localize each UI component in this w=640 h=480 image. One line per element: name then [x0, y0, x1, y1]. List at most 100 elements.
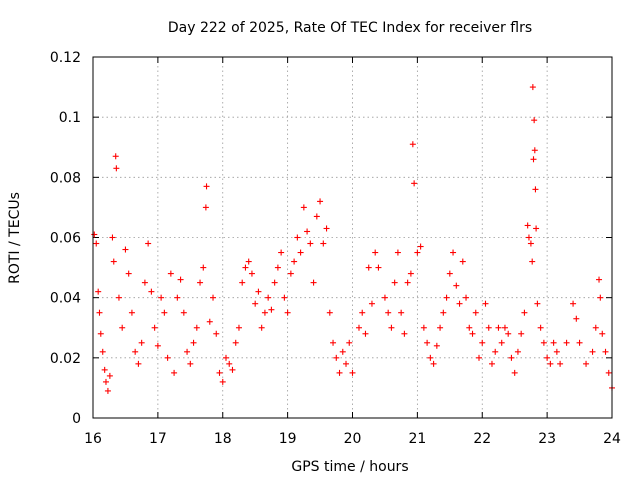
data-point-0-2	[95, 288, 102, 295]
x-tick-label-6: 22	[473, 431, 491, 447]
data-point-0-55	[245, 258, 252, 265]
data-point-0-167	[599, 330, 606, 337]
data-point-0-130	[492, 348, 499, 355]
data-point-0-49	[226, 360, 233, 367]
data-point-0-81	[330, 339, 337, 346]
data-point-0-65	[278, 249, 285, 256]
data-point-0-117	[450, 249, 457, 256]
data-point-0-33	[177, 276, 184, 283]
data-point-0-51	[232, 339, 239, 346]
y-tick-label-4: 0.08	[50, 170, 81, 186]
data-point-0-86	[346, 339, 353, 346]
data-point-0-129	[488, 360, 495, 367]
data-point-0-24	[148, 288, 155, 295]
data-point-0-59	[258, 324, 265, 331]
data-point-0-109	[424, 339, 431, 346]
data-point-0-131	[495, 324, 502, 331]
data-point-0-26	[154, 342, 161, 349]
data-point-0-93	[372, 249, 379, 256]
data-point-0-126	[479, 339, 486, 346]
data-point-0-160	[573, 315, 580, 322]
data-point-0-84	[339, 348, 346, 355]
data-point-0-112	[433, 342, 440, 349]
data-point-0-141	[525, 234, 532, 241]
data-point-0-90	[362, 330, 369, 337]
data-point-0-72	[300, 204, 307, 211]
data-point-0-142	[527, 240, 534, 247]
data-point-0-53	[239, 279, 246, 286]
data-point-0-83	[336, 369, 343, 376]
data-point-0-104	[409, 141, 416, 148]
data-point-0-69	[291, 258, 298, 265]
axis-ticks: 16 17 18 19 20 21 22 23 24 0 0.02 0.04 0.06 0.08 0.1 0.…	[50, 50, 621, 447]
data-point-0-145	[531, 117, 538, 124]
data-point-0-70	[294, 234, 301, 241]
data-point-0-150	[534, 300, 541, 307]
plot-area-border	[92, 56, 613, 419]
data-point-0-28	[161, 309, 168, 316]
data-point-0-114	[440, 309, 447, 316]
data-point-0-54	[242, 264, 249, 271]
data-point-0-88	[355, 324, 362, 331]
data-point-0-14	[115, 294, 122, 301]
data-point-0-94	[375, 264, 382, 271]
data-point-0-16	[122, 246, 129, 253]
data-point-0-159	[570, 300, 577, 307]
data-point-0-39	[197, 279, 204, 286]
data-point-0-38	[193, 324, 200, 331]
data-point-0-96	[385, 309, 392, 316]
x-tick-label-0: 16	[84, 431, 102, 447]
data-point-0-76	[313, 213, 320, 220]
data-point-0-5	[99, 348, 106, 355]
data-point-0-30	[167, 270, 174, 277]
data-point-0-45	[213, 330, 220, 337]
data-point-0-41	[203, 183, 210, 190]
data-point-0-0	[91, 231, 98, 238]
data-point-0-10	[109, 234, 116, 241]
data-point-0-23	[145, 240, 152, 247]
data-point-0-22	[141, 279, 148, 286]
data-point-0-125	[476, 354, 483, 361]
data-point-0-156	[553, 348, 560, 355]
data-point-0-68	[287, 270, 294, 277]
data-point-0-99	[394, 249, 401, 256]
data-point-0-139	[521, 309, 528, 316]
data-point-0-67	[284, 309, 291, 316]
x-tick-label-1: 17	[149, 431, 167, 447]
data-point-0-62	[268, 306, 275, 313]
data-point-0-168	[602, 348, 609, 355]
data-point-0-18	[128, 309, 135, 316]
data-point-0-46	[216, 369, 223, 376]
x-tick-label-5: 21	[408, 431, 426, 447]
data-point-0-74	[307, 240, 314, 247]
data-point-0-1	[93, 240, 100, 247]
data-point-0-13	[113, 165, 120, 172]
data-point-0-17	[125, 270, 132, 277]
y-tick-label-0: 0	[72, 411, 81, 427]
data-point-0-27	[158, 294, 165, 301]
data-point-0-101	[401, 330, 408, 337]
x-tick-label-3: 19	[279, 431, 297, 447]
data-point-0-75	[310, 279, 317, 286]
y-tick-label-1: 0.02	[50, 351, 81, 367]
data-point-0-80	[326, 309, 333, 316]
data-point-0-61	[265, 294, 272, 301]
data-point-0-158	[563, 339, 570, 346]
data-point-0-15	[119, 324, 126, 331]
data-point-0-133	[501, 324, 508, 331]
data-point-0-42	[202, 204, 209, 211]
data-point-0-118	[453, 282, 460, 289]
data-point-0-166	[597, 294, 604, 301]
data-point-0-92	[368, 300, 375, 307]
data-point-0-60	[261, 309, 268, 316]
data-point-0-9	[106, 372, 113, 379]
data-point-0-31	[171, 369, 178, 376]
data-point-0-122	[466, 324, 473, 331]
data-point-0-32	[174, 294, 181, 301]
data-point-0-3	[96, 309, 103, 316]
y-tick-label-2: 0.04	[50, 291, 81, 307]
x-tick-label-4: 20	[344, 431, 362, 447]
data-point-0-64	[274, 264, 281, 271]
data-point-0-107	[417, 243, 424, 250]
